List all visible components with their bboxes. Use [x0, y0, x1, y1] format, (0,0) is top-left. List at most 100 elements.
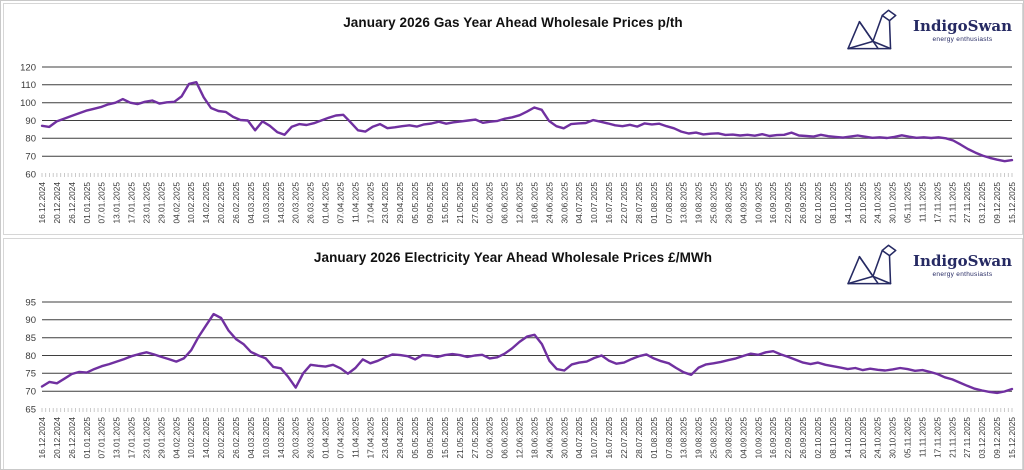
svg-text:16.07.2025: 16.07.2025	[604, 417, 614, 459]
svg-text:09.05.2025: 09.05.2025	[425, 417, 435, 459]
svg-text:29.01.2025: 29.01.2025	[156, 182, 166, 224]
svg-text:26.03.2025: 26.03.2025	[306, 417, 316, 459]
svg-text:20.12.2024: 20.12.2024	[52, 182, 62, 224]
svg-text:04.02.2025: 04.02.2025	[171, 417, 181, 459]
svg-text:26.12.2024: 26.12.2024	[67, 182, 77, 224]
brand-tagline: energy enthusiasts	[932, 35, 993, 43]
svg-text:15.12.2025: 15.12.2025	[1007, 417, 1017, 459]
svg-text:26.12.2024: 26.12.2024	[67, 417, 77, 459]
svg-text:06.06.2025: 06.06.2025	[500, 182, 510, 224]
svg-text:22.09.2025: 22.09.2025	[783, 417, 793, 459]
svg-text:27.05.2025: 27.05.2025	[470, 182, 480, 224]
origami-swan-icon	[847, 244, 897, 285]
svg-text:95: 95	[25, 297, 36, 308]
svg-text:25.08.2025: 25.08.2025	[709, 182, 719, 224]
logo-text: IndigoSwan energy enthusiasts	[913, 253, 1012, 278]
svg-text:30.10.2025: 30.10.2025	[888, 417, 898, 459]
svg-text:04.03.2025: 04.03.2025	[246, 417, 256, 459]
svg-text:15.05.2025: 15.05.2025	[440, 417, 450, 459]
svg-text:90: 90	[25, 315, 36, 326]
svg-text:05.05.2025: 05.05.2025	[410, 182, 420, 224]
svg-text:18.06.2025: 18.06.2025	[530, 417, 540, 459]
svg-text:24.10.2025: 24.10.2025	[873, 417, 883, 459]
origami-swan-icon	[847, 9, 897, 50]
svg-text:05.05.2025: 05.05.2025	[410, 417, 420, 459]
svg-text:17.11.2025: 17.11.2025	[932, 417, 942, 458]
svg-text:07.01.2025: 07.01.2025	[97, 182, 107, 224]
svg-text:23.01.2025: 23.01.2025	[142, 182, 152, 224]
svg-text:14.02.2025: 14.02.2025	[201, 417, 211, 459]
svg-text:22.07.2025: 22.07.2025	[619, 417, 629, 459]
svg-text:24.10.2025: 24.10.2025	[873, 182, 883, 224]
svg-text:20.12.2024: 20.12.2024	[52, 417, 62, 459]
svg-text:01.08.2025: 01.08.2025	[649, 182, 659, 224]
svg-text:08.10.2025: 08.10.2025	[828, 417, 838, 459]
svg-text:01.01.2025: 01.01.2025	[82, 182, 92, 224]
svg-text:04.09.2025: 04.09.2025	[738, 182, 748, 224]
svg-text:15.05.2025: 15.05.2025	[440, 182, 450, 224]
svg-text:100: 100	[20, 98, 36, 109]
svg-text:14.10.2025: 14.10.2025	[843, 182, 853, 224]
svg-text:26.03.2025: 26.03.2025	[306, 182, 316, 224]
svg-text:80: 80	[25, 134, 36, 145]
svg-text:01.04.2025: 01.04.2025	[321, 417, 331, 459]
svg-text:26.09.2025: 26.09.2025	[798, 182, 808, 224]
svg-text:30.06.2025: 30.06.2025	[559, 417, 569, 459]
svg-text:20.02.2025: 20.02.2025	[216, 182, 226, 224]
svg-text:28.07.2025: 28.07.2025	[634, 417, 644, 459]
svg-text:10.07.2025: 10.07.2025	[589, 417, 599, 459]
svg-text:05.11.2025: 05.11.2025	[903, 182, 913, 223]
svg-text:13.01.2025: 13.01.2025	[112, 182, 122, 224]
svg-text:10.09.2025: 10.09.2025	[753, 417, 763, 459]
svg-text:26.02.2025: 26.02.2025	[231, 182, 241, 224]
svg-text:120: 120	[20, 62, 36, 73]
svg-text:04.07.2025: 04.07.2025	[574, 182, 584, 224]
svg-text:14.03.2025: 14.03.2025	[276, 182, 286, 224]
svg-text:60: 60	[25, 169, 36, 180]
svg-text:08.10.2025: 08.10.2025	[828, 182, 838, 224]
svg-text:14.10.2025: 14.10.2025	[843, 417, 853, 459]
svg-text:21.11.2025: 21.11.2025	[947, 417, 957, 458]
svg-text:28.07.2025: 28.07.2025	[634, 182, 644, 224]
svg-text:07.08.2025: 07.08.2025	[664, 417, 674, 459]
svg-text:07.04.2025: 07.04.2025	[336, 182, 346, 224]
svg-text:20.02.2025: 20.02.2025	[216, 417, 226, 459]
svg-text:75: 75	[25, 369, 36, 380]
svg-text:17.04.2025: 17.04.2025	[365, 182, 375, 224]
svg-text:16.07.2025: 16.07.2025	[604, 182, 614, 224]
svg-text:65: 65	[25, 404, 36, 415]
svg-text:29.01.2025: 29.01.2025	[156, 417, 166, 459]
svg-text:20.10.2025: 20.10.2025	[858, 182, 868, 224]
svg-text:70: 70	[25, 152, 36, 163]
svg-text:04.02.2025: 04.02.2025	[171, 182, 181, 224]
svg-text:16.09.2025: 16.09.2025	[768, 417, 778, 459]
svg-text:29.04.2025: 29.04.2025	[395, 182, 405, 224]
svg-text:30.10.2025: 30.10.2025	[888, 182, 898, 224]
svg-text:04.07.2025: 04.07.2025	[574, 417, 584, 459]
svg-text:12.06.2025: 12.06.2025	[515, 417, 525, 459]
svg-text:21.05.2025: 21.05.2025	[455, 182, 465, 224]
svg-text:10.02.2025: 10.02.2025	[186, 417, 196, 459]
svg-text:23.04.2025: 23.04.2025	[380, 182, 390, 224]
svg-text:27.11.2025: 27.11.2025	[962, 417, 972, 458]
svg-text:11.04.2025: 11.04.2025	[350, 417, 360, 458]
svg-text:04.09.2025: 04.09.2025	[738, 417, 748, 459]
svg-text:20.03.2025: 20.03.2025	[291, 417, 301, 459]
svg-text:13.01.2025: 13.01.2025	[112, 417, 122, 459]
svg-text:23.01.2025: 23.01.2025	[142, 417, 152, 459]
svg-text:07.08.2025: 07.08.2025	[664, 182, 674, 224]
svg-text:15.12.2025: 15.12.2025	[1007, 182, 1017, 224]
svg-text:11.04.2025: 11.04.2025	[350, 182, 360, 223]
svg-text:09.05.2025: 09.05.2025	[425, 182, 435, 224]
svg-text:24.06.2025: 24.06.2025	[544, 417, 554, 459]
svg-text:90: 90	[25, 116, 36, 127]
svg-text:17.11.2025: 17.11.2025	[932, 182, 942, 223]
svg-text:16.12.2024: 16.12.2024	[37, 417, 47, 459]
svg-text:20.03.2025: 20.03.2025	[291, 182, 301, 224]
svg-text:23.04.2025: 23.04.2025	[380, 417, 390, 459]
svg-text:17.04.2025: 17.04.2025	[365, 417, 375, 459]
svg-text:01.01.2025: 01.01.2025	[82, 417, 92, 459]
